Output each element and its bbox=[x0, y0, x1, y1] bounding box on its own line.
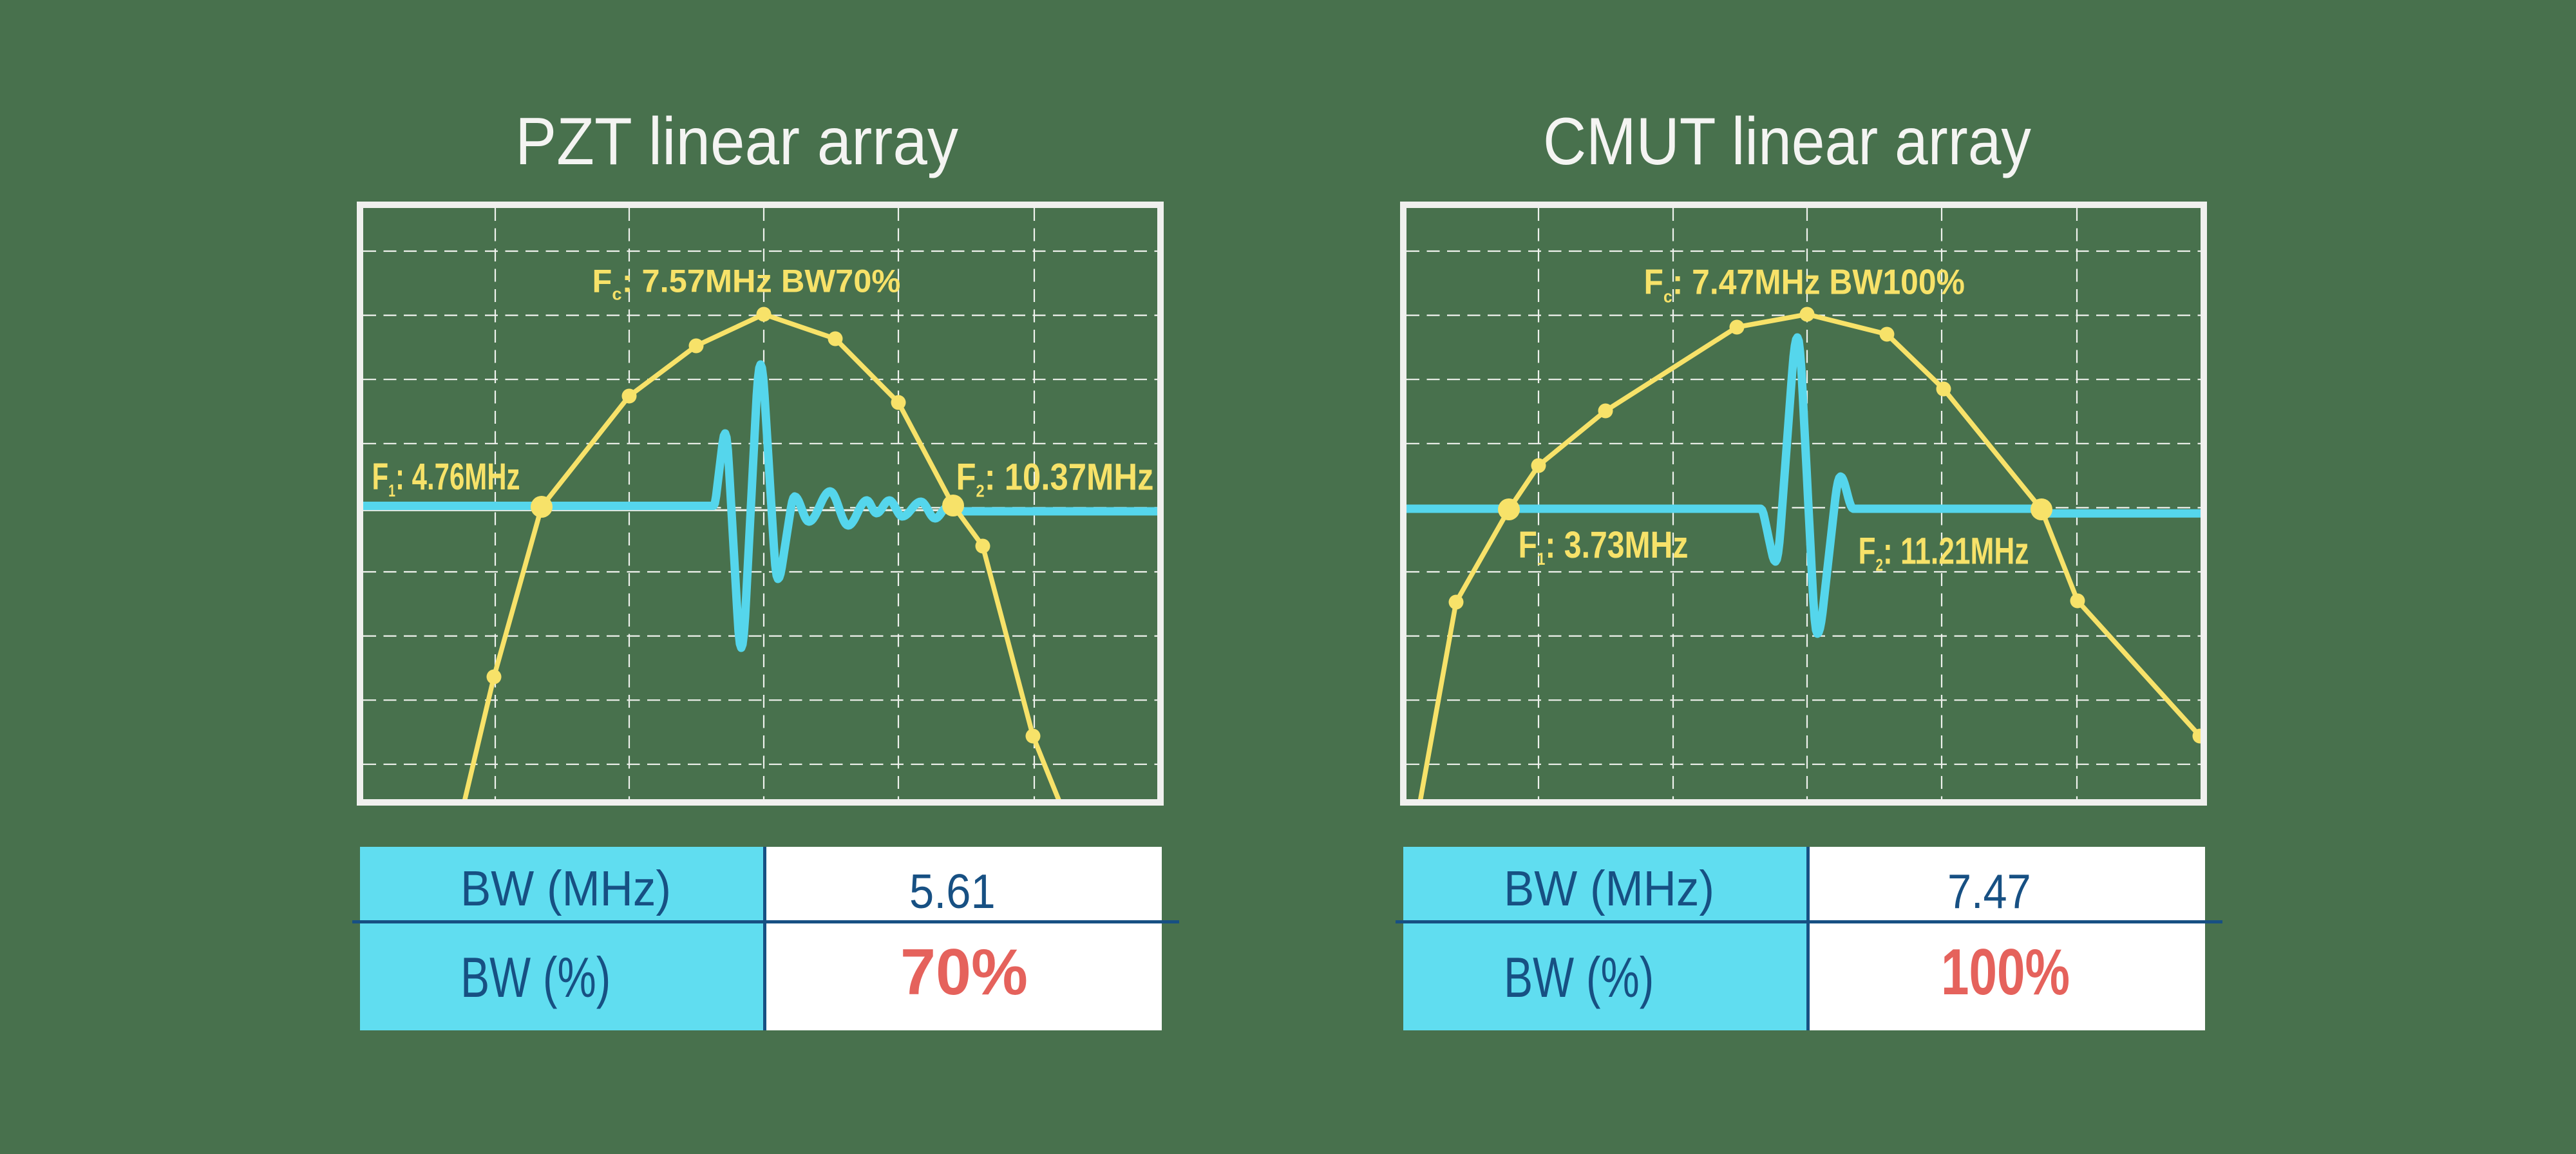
svg-text:Fc: 7.57MHz BW70%: Fc: 7.57MHz BW70% bbox=[592, 263, 901, 304]
svg-text:F1: 4.76MHz: F1: 4.76MHz bbox=[372, 455, 520, 500]
svg-text:F2: 10.37MHz: F2: 10.37MHz bbox=[956, 456, 1154, 500]
svg-text:F1: 3.73MHz: F1: 3.73MHz bbox=[1519, 525, 1689, 569]
svg-text:Fc: 7.47MHz BW100%: Fc: 7.47MHz BW100% bbox=[1644, 263, 1965, 306]
svg-text:F2: 11.21MHz: F2: 11.21MHz bbox=[1858, 530, 2029, 576]
